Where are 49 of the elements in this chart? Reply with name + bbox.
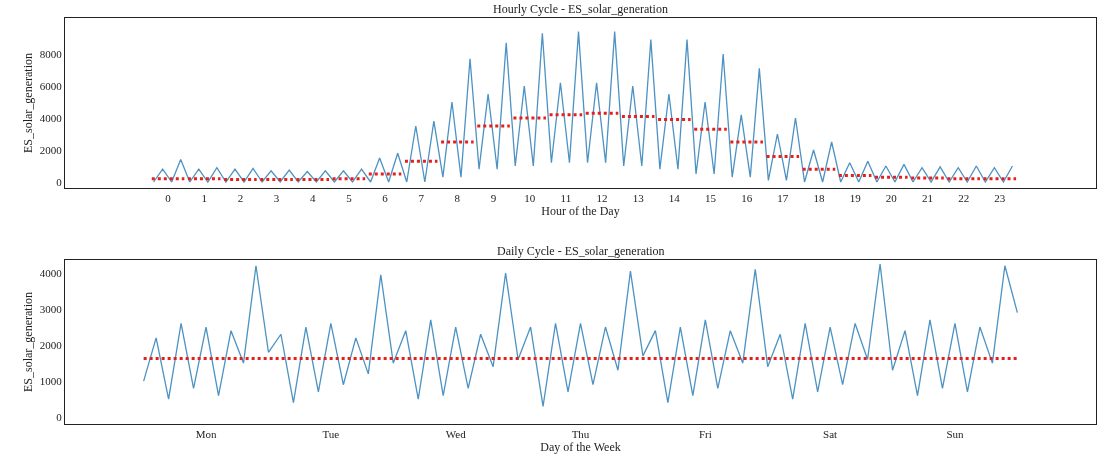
y-tick-label: 4000 bbox=[39, 266, 63, 279]
x-tick-label: 12 bbox=[596, 192, 608, 205]
x-tick-label: Fri bbox=[698, 428, 712, 441]
y-tick-label: 3000 bbox=[39, 302, 63, 315]
x-tick-label: 11 bbox=[560, 192, 572, 205]
y-tick-label: 2000 bbox=[39, 143, 63, 156]
x-tick-label: 2 bbox=[237, 192, 244, 205]
x-tick-label: 8 bbox=[454, 192, 461, 205]
x-tick-label: 9 bbox=[490, 192, 497, 205]
x-tick-label: 4 bbox=[309, 192, 316, 205]
y-tick-label: 0 bbox=[56, 175, 63, 188]
x-axis-title: Day of the Week bbox=[540, 440, 621, 455]
x-tick-label: 17 bbox=[777, 192, 789, 205]
y-tick-label: 0 bbox=[56, 411, 63, 423]
y-tick-label: 6000 bbox=[39, 79, 63, 92]
x-tick-label: 22 bbox=[958, 192, 970, 205]
x-tick-label: 23 bbox=[994, 192, 1006, 205]
x-tick-label: 1 bbox=[201, 192, 207, 205]
y-axis-title: ES_solar_generation bbox=[21, 53, 36, 153]
y-tick-label: 1000 bbox=[39, 374, 63, 387]
x-tick-label: Thu bbox=[571, 428, 590, 441]
y-axis-title: ES_solar_generation bbox=[21, 292, 36, 392]
x-tick-label: Sun bbox=[946, 428, 965, 441]
y-tick-label: 4000 bbox=[39, 111, 63, 124]
x-tick-label: 14 bbox=[668, 192, 681, 205]
y-tick-label: 2000 bbox=[39, 338, 63, 351]
chart-title: Hourly Cycle - ES_solar_generation bbox=[493, 2, 668, 16]
y-tick-label: 8000 bbox=[39, 47, 63, 60]
x-tick-label: 7 bbox=[418, 192, 425, 205]
x-tick-label: Sat bbox=[823, 428, 838, 441]
x-tick-label: 15 bbox=[705, 192, 717, 205]
x-tick-label: 10 bbox=[524, 192, 536, 205]
x-tick-label: Wed bbox=[445, 428, 467, 441]
x-tick-label: 18 bbox=[813, 192, 825, 205]
chart-title: Daily Cycle - ES_solar_generation bbox=[497, 244, 665, 258]
x-tick-label: Tue bbox=[322, 428, 340, 441]
x-tick-label: 6 bbox=[382, 192, 389, 205]
x-tick-label: Mon bbox=[195, 428, 217, 441]
x-tick-label: 21 bbox=[921, 192, 933, 205]
line-series bbox=[152, 30, 1014, 183]
x-tick-label: 0 bbox=[165, 192, 172, 205]
x-tick-label: 16 bbox=[741, 192, 753, 205]
line-series bbox=[142, 263, 1019, 407]
x-tick-label: 13 bbox=[632, 192, 645, 205]
x-tick-label: 19 bbox=[849, 192, 862, 205]
x-axis-title: Hour of the Day bbox=[541, 204, 620, 219]
x-tick-label: 5 bbox=[346, 192, 353, 205]
x-tick-label: 3 bbox=[273, 192, 280, 205]
x-tick-label: 20 bbox=[885, 192, 898, 205]
